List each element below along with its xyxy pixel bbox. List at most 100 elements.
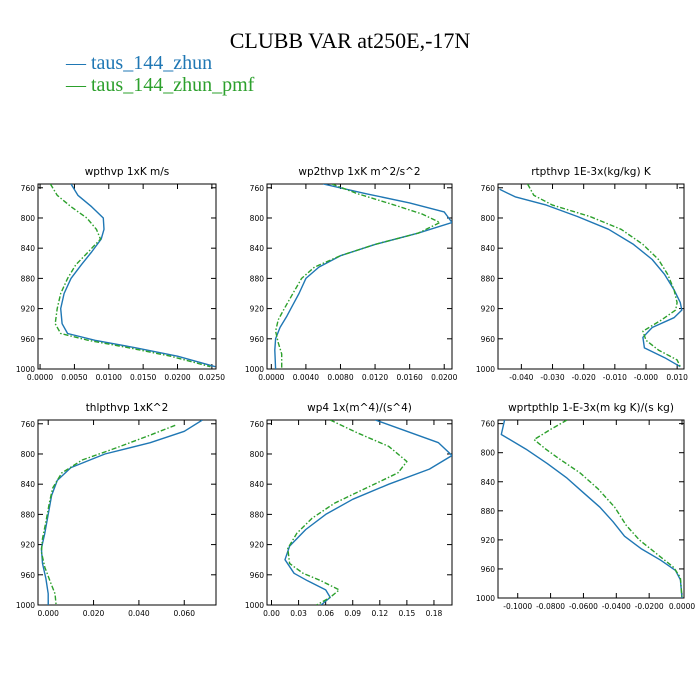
x-tick-label: 0.040 [128,609,150,618]
x-tick-label: -0.0200 [635,602,664,611]
y-tick-label: 880 [250,510,265,519]
x-tick-label: 0.0000 [258,373,284,382]
y-tick-label: 840 [21,244,36,253]
x-tick-label: 0.18 [426,609,443,618]
series-line-taus-144-zhun-pmf [49,184,211,368]
series-line-taus-144-zhun [499,188,683,368]
x-tick-label: 0.020 [83,609,105,618]
y-tick-label: 800 [21,214,36,223]
series-line-taus-144-zhun-pmf [526,184,681,367]
y-tick-label: 920 [21,305,36,314]
panel-title: thlpthvp 1xK^2 [86,402,169,414]
y-tick-label: 760 [481,184,496,193]
x-tick-label: -0.010 [603,373,627,382]
legend-label: taus_144_zhun_pmf [91,74,255,96]
series-line-taus-144-zhun [500,420,683,598]
y-tick-label: 1000 [16,601,35,610]
x-tick-label: 0.0000 [27,373,53,382]
y-tick-label: 960 [250,571,265,580]
y-tick-label: 840 [21,480,36,489]
series-line-taus-144-zhun-pmf [533,420,683,598]
series-line-taus-144-zhun [284,420,452,605]
panel-3: rtpthvp 1E-3x(kg/kg) K -0.040 -0.030 -0.020… [476,166,688,382]
y-tick-label: 800 [481,449,496,458]
legend-entry-taus-144-zhun-pmf: — taus_144_zhun_pmf [66,74,254,96]
legend-line-marker: — [66,74,91,96]
y-tick-label: 840 [481,244,496,253]
x-tick-label: 0.0080 [327,373,353,382]
y-tick-label: 960 [481,565,496,574]
x-tick-label: 0.03 [290,609,307,618]
series-line-taus-144-zhun [60,184,216,368]
x-tick-label: 0.0150 [130,373,156,382]
x-tick-label: 0.06 [317,609,334,618]
x-tick-label: 0.12 [371,609,388,618]
plot-frame [497,419,685,599]
x-tick-label: 0.010 [666,373,688,382]
x-tick-label: -0.020 [572,373,596,382]
legend-entry-taus-144-zhun: — taus_144_zhun [66,52,212,74]
panel-2: wp2thvp 1xK m^2/s^2 0.0000 0.0040 0.0080 0.0… [245,166,458,382]
y-tick-label: 880 [481,507,496,516]
x-tick-label: 0.0050 [61,373,87,382]
x-tick-label: 0.0200 [431,373,457,382]
y-tick-label: 960 [21,335,36,344]
y-tick-label: 920 [250,305,265,314]
x-tick-label: 0.09 [344,609,361,618]
panel-title: wpthvp 1xK m/s [85,166,170,178]
x-tick-label: 0.0160 [397,373,423,382]
x-tick-label: 0.0120 [362,373,388,382]
series-line-taus-144-zhun [40,420,203,605]
series-line-taus-144-zhun [274,184,452,369]
y-tick-label: 800 [21,450,36,459]
x-tick-label: -0.030 [540,373,564,382]
x-tick-label: 0.0250 [199,373,225,382]
panel-title: wp2thvp 1xK m^2/s^2 [298,166,420,178]
y-tick-label: 1000 [245,365,264,374]
y-tick-label: 800 [481,214,496,223]
panel-title: wprtpthlp 1-E-3x(m kg K)/(s kg) [508,402,674,414]
panel-5: wp4 1x(m^4)/(s^4) 0.00 0.03 0.06 0.09 0.12 0.1… [245,402,453,618]
plot-frame [266,183,453,370]
plot-frame [37,419,217,606]
series-line-taus-144-zhun-pmf [40,424,176,605]
y-tick-label: 760 [481,420,496,429]
series-line-taus-144-zhun-pmf [287,420,408,605]
panel-title: rtpthvp 1E-3x(kg/kg) K [531,166,652,178]
y-tick-label: 1000 [476,594,495,603]
panel-1: wpthvp 1xK m/s 0.0000 0.0050 0.0100 0.0150 0.… [16,166,225,382]
x-tick-label: 0.060 [174,609,196,618]
legend-label: taus_144_zhun [91,52,213,74]
y-tick-label: 880 [250,274,265,283]
y-tick-label: 920 [21,541,36,550]
y-tick-label: 880 [481,274,496,283]
x-tick-label: 0.0200 [164,373,190,382]
x-tick-label: 0.0100 [96,373,122,382]
x-tick-label: -0.1000 [503,602,532,611]
plot-frame [497,183,685,370]
y-tick-label: 960 [250,335,265,344]
y-tick-label: 760 [250,420,265,429]
x-tick-label: -0.0800 [536,602,565,611]
x-tick-label: -0.0400 [602,602,631,611]
y-tick-label: 920 [250,541,265,550]
y-tick-label: 840 [481,478,496,487]
x-tick-label: 0.15 [399,609,416,618]
x-tick-label: 0.00 [263,609,280,618]
y-tick-label: 800 [250,450,265,459]
y-tick-label: 920 [481,536,496,545]
legend-line-marker: — [66,52,91,74]
x-tick-label: 0.0000 [669,602,695,611]
y-tick-label: 840 [250,244,265,253]
plot-frame [37,183,217,370]
y-tick-label: 880 [21,510,36,519]
y-tick-label: 840 [250,480,265,489]
x-tick-label: -0.040 [509,373,533,382]
y-tick-label: 1000 [476,365,495,374]
x-tick-label: -0.000 [634,373,658,382]
plot-frame [266,419,453,606]
x-tick-label: 0.000 [37,609,59,618]
chart-title: CLUBB VAR at250E,-17N [229,28,471,53]
y-tick-label: 920 [481,305,496,314]
